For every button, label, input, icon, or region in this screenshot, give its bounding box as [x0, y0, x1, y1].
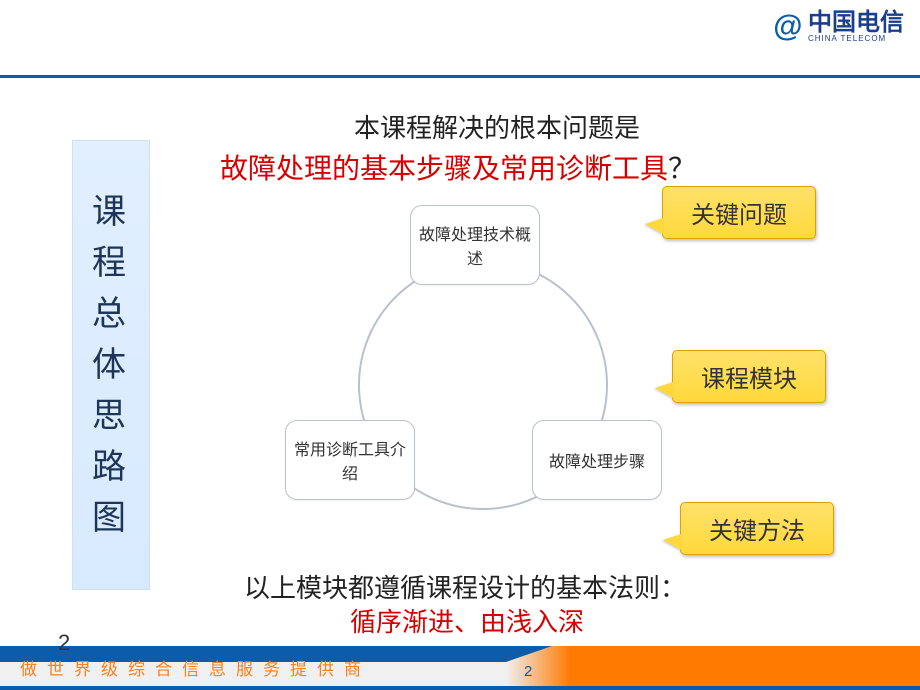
callout-key-method: 关键方法: [680, 502, 834, 555]
cycle-node-1-label: 故障处理技术概述: [419, 221, 531, 269]
cycle-node-1: 故障处理技术概述: [410, 205, 540, 285]
question-red: 故障处理的基本步骤及常用诊断工具: [220, 153, 668, 184]
cycle-diagram: 故障处理技术概述 故障处理步骤 常用诊断工具介绍: [280, 200, 680, 570]
cycle-node-3-label: 常用诊断工具介绍: [294, 436, 406, 484]
cycle-node-3: 常用诊断工具介绍: [285, 420, 415, 500]
cycle-node-2-label: 故障处理步骤: [549, 448, 645, 472]
footer-slogan: 做世界级综合信息服务提供商: [20, 655, 371, 680]
vertical-title-panel: 课程总体思路图: [72, 140, 150, 590]
header-divider: [0, 75, 920, 78]
callout-key-question: 关键问题: [662, 186, 816, 239]
bottom-line1: 以上模块都遵循课程设计的基本法则：: [244, 568, 686, 605]
question-line2: 故障处理的基本步骤及常用诊断工具？: [220, 147, 696, 187]
page-number-left: 2: [58, 630, 70, 656]
logo-mark-icon: @: [773, 10, 802, 44]
vertical-title-text: 课程总体思路图: [92, 187, 130, 544]
question-mark: ？: [668, 153, 696, 184]
question-line1: 本课程解决的根本问题是: [354, 108, 640, 145]
callout-2-label: 课程模块: [701, 366, 797, 393]
logo-en: CHINA TELECOM: [808, 35, 904, 43]
callout-course-module: 课程模块: [672, 350, 826, 403]
brand-logo: @ 中国电信 CHINA TELECOM: [773, 10, 904, 44]
bottom-line2: 循序渐进、由浅入深: [350, 602, 584, 639]
page-number-center: 2: [524, 663, 532, 680]
cycle-node-2: 故障处理步骤: [532, 420, 662, 500]
logo-cn: 中国电信: [808, 11, 904, 35]
callout-1-label: 关键问题: [691, 202, 787, 229]
callout-3-label: 关键方法: [709, 518, 805, 545]
